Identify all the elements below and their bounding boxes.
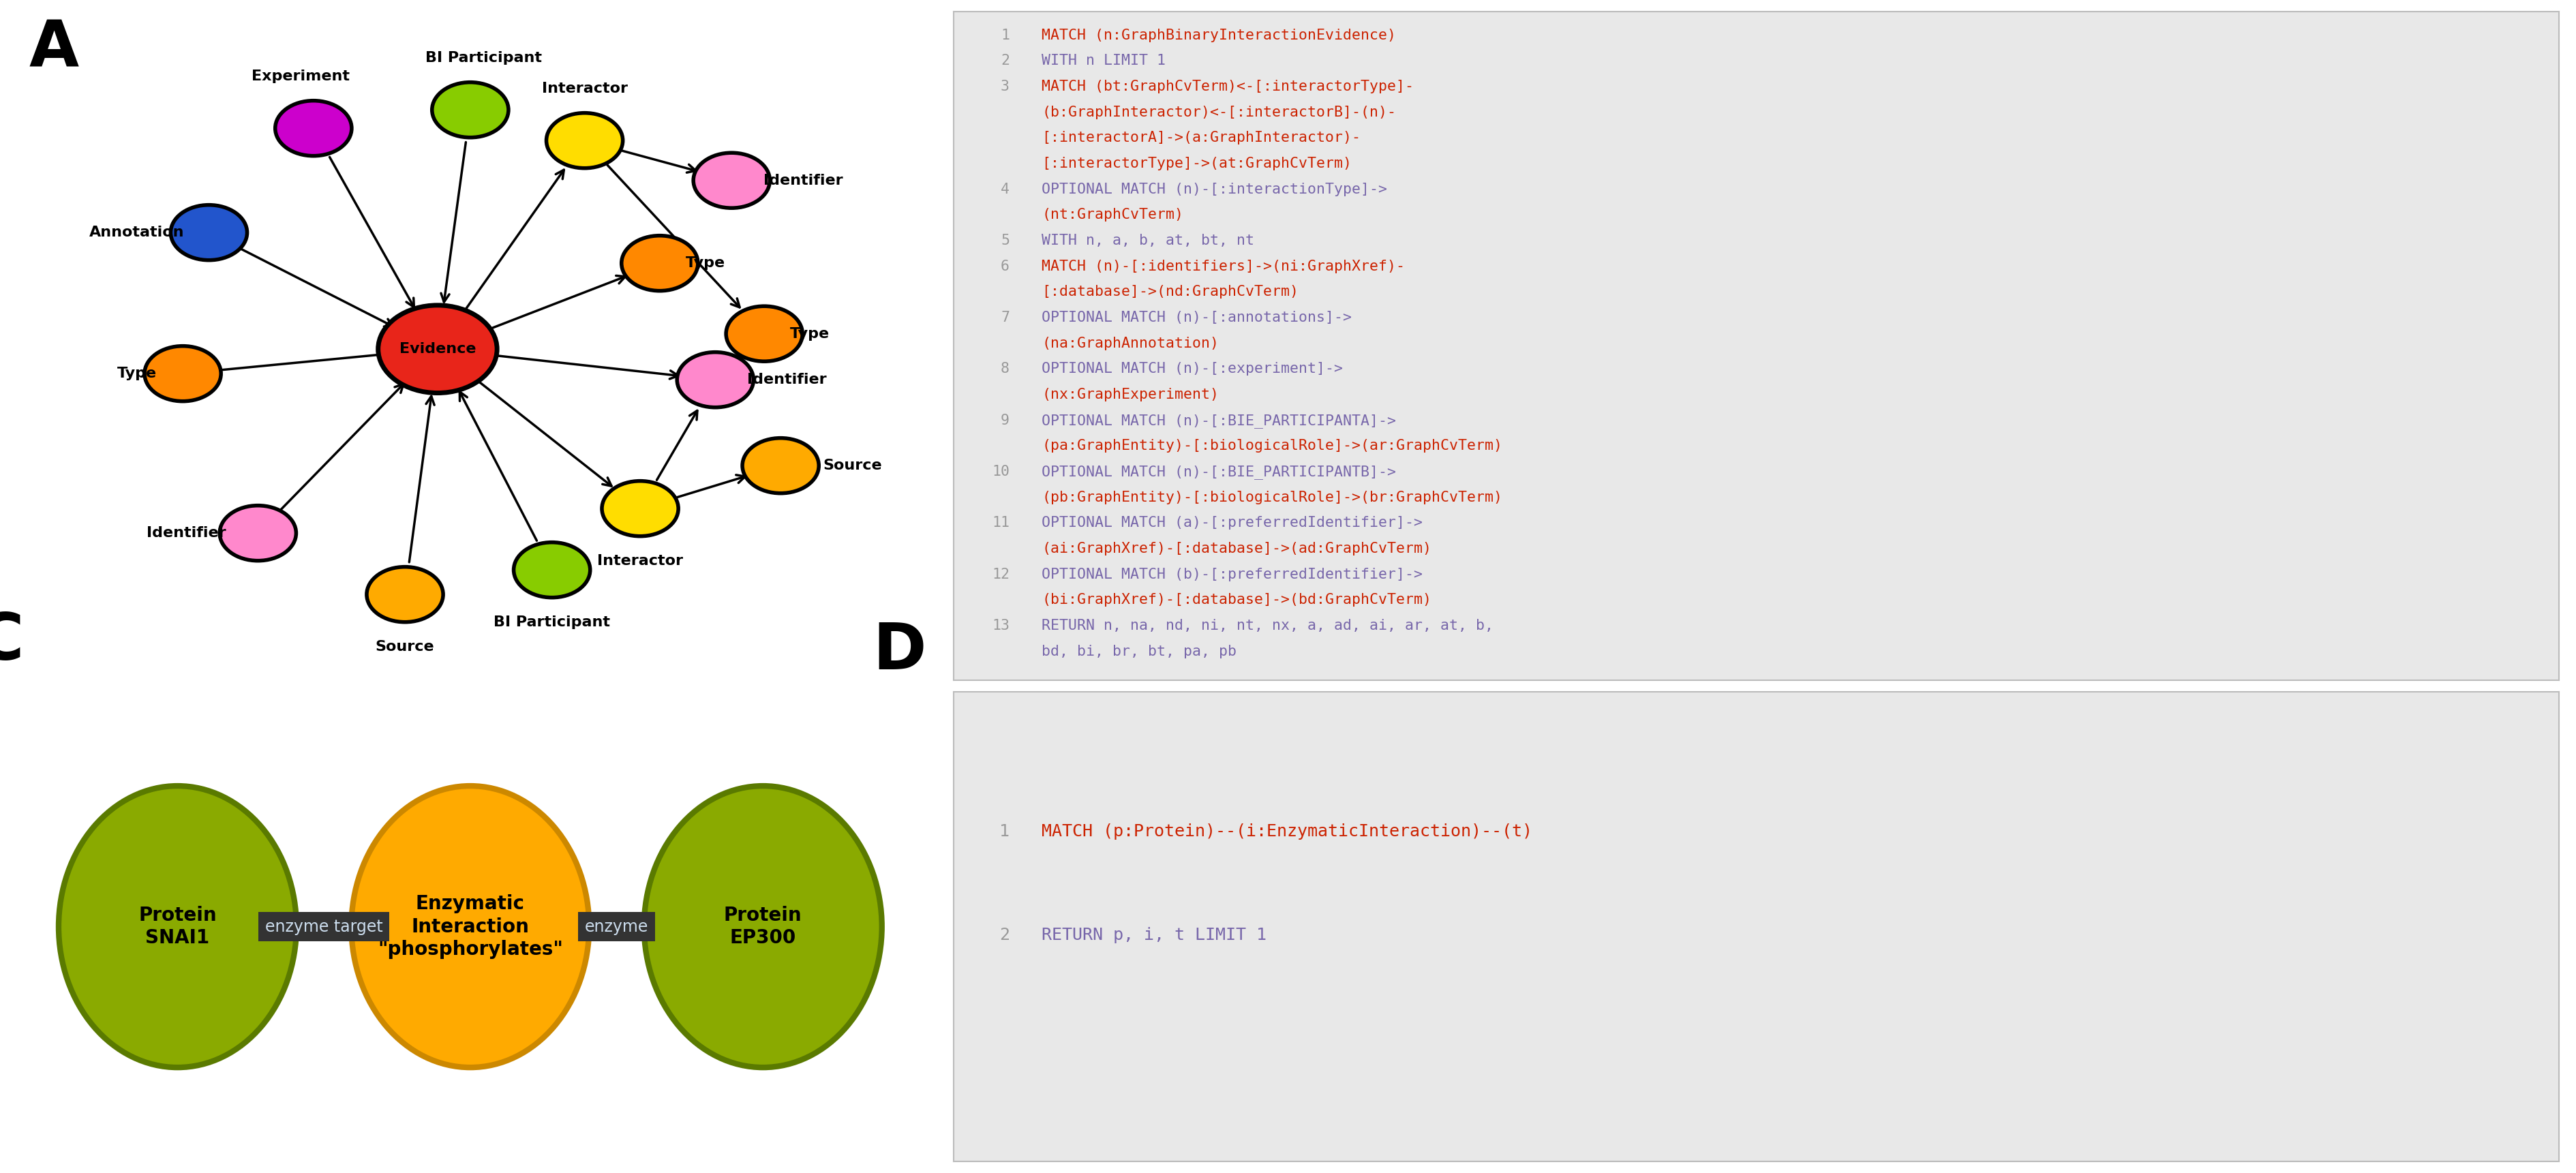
Text: Enzymatic
Interaction
"phosphorylates": Enzymatic Interaction "phosphorylates" (379, 894, 562, 960)
Text: [:interactorA]->(a:GraphInteractor)-: [:interactorA]->(a:GraphInteractor)- (1041, 131, 1360, 144)
Text: WITH n LIMIT 1: WITH n LIMIT 1 (1041, 54, 1164, 68)
Text: OPTIONAL MATCH (a)-[:preferredIdentifier]->: OPTIONAL MATCH (a)-[:preferredIdentifier… (1041, 516, 1422, 530)
Text: (b:GraphInteractor)<-[:interactorB]-(n)-: (b:GraphInteractor)<-[:interactorB]-(n)- (1041, 106, 1396, 120)
Text: (ai:GraphXref)-[:database]->(ad:GraphCvTerm): (ai:GraphXref)-[:database]->(ad:GraphCvT… (1041, 542, 1432, 556)
Text: Type: Type (685, 257, 724, 270)
Text: C: C (0, 611, 23, 673)
Ellipse shape (546, 113, 623, 168)
Text: Identifier: Identifier (147, 527, 227, 540)
Text: OPTIONAL MATCH (n)-[:annotations]->: OPTIONAL MATCH (n)-[:annotations]-> (1041, 311, 1352, 325)
Text: Protein
SNAI1: Protein SNAI1 (139, 906, 216, 948)
Text: Protein
EP300: Protein EP300 (724, 906, 801, 948)
Text: BI Participant: BI Participant (425, 50, 541, 65)
Text: 2: 2 (999, 54, 1010, 68)
Text: WITH n, a, b, at, bt, nt: WITH n, a, b, at, bt, nt (1041, 233, 1255, 248)
Text: Identifier: Identifier (747, 373, 827, 387)
Ellipse shape (350, 786, 590, 1067)
Ellipse shape (433, 82, 507, 137)
Text: MATCH (n:GraphBinaryInteractionEvidence): MATCH (n:GraphBinaryInteractionEvidence) (1041, 28, 1396, 42)
Text: Experiment: Experiment (252, 69, 350, 83)
Text: MATCH (n)-[:identifiers]->(ni:GraphXref)-: MATCH (n)-[:identifiers]->(ni:GraphXref)… (1041, 259, 1404, 273)
Text: RETURN p, i, t LIMIT 1: RETURN p, i, t LIMIT 1 (1041, 927, 1267, 943)
Ellipse shape (677, 352, 752, 407)
Text: 2: 2 (999, 927, 1010, 943)
Ellipse shape (693, 152, 770, 208)
Text: BI Participant: BI Participant (495, 616, 611, 629)
Text: 13: 13 (992, 619, 1010, 632)
Ellipse shape (603, 481, 677, 536)
Text: [:database]->(nd:GraphCvTerm): [:database]->(nd:GraphCvTerm) (1041, 285, 1298, 299)
Text: (pb:GraphEntity)-[:biologicalRole]->(br:GraphCvTerm): (pb:GraphEntity)-[:biologicalRole]->(br:… (1041, 490, 1502, 504)
Text: 1: 1 (999, 823, 1010, 840)
Text: 1: 1 (999, 28, 1010, 42)
Text: Source: Source (376, 639, 435, 653)
Ellipse shape (379, 305, 497, 393)
Text: 3: 3 (999, 80, 1010, 94)
Text: (nt:GraphCvTerm): (nt:GraphCvTerm) (1041, 208, 1182, 222)
Text: OPTIONAL MATCH (n)-[:interactionType]->: OPTIONAL MATCH (n)-[:interactionType]-> (1041, 183, 1386, 196)
Text: (pa:GraphEntity)-[:biologicalRole]->(ar:GraphCvTerm): (pa:GraphEntity)-[:biologicalRole]->(ar:… (1041, 439, 1502, 453)
Text: Interactor: Interactor (541, 82, 629, 95)
Text: Source: Source (822, 459, 881, 473)
Text: 11: 11 (992, 516, 1010, 530)
Text: (na:GraphAnnotation): (na:GraphAnnotation) (1041, 337, 1218, 351)
Text: 9: 9 (999, 414, 1010, 427)
Text: bd, bi, br, bt, pa, pb: bd, bi, br, bt, pa, pb (1041, 645, 1236, 658)
Text: enzyme: enzyme (585, 918, 649, 935)
Text: 7: 7 (999, 311, 1010, 325)
Text: [:interactorType]->(at:GraphCvTerm): [:interactorType]->(at:GraphCvTerm) (1041, 157, 1352, 170)
Text: 10: 10 (992, 465, 1010, 479)
Ellipse shape (59, 786, 296, 1067)
Text: 6: 6 (999, 259, 1010, 273)
Text: enzyme target: enzyme target (265, 918, 384, 935)
Ellipse shape (276, 101, 350, 156)
Text: 4: 4 (999, 183, 1010, 196)
Text: 5: 5 (999, 233, 1010, 248)
Text: Evidence: Evidence (399, 343, 477, 355)
Text: OPTIONAL MATCH (b)-[:preferredIdentifier]->: OPTIONAL MATCH (b)-[:preferredIdentifier… (1041, 568, 1422, 582)
Text: OPTIONAL MATCH (n)-[:BIE_PARTICIPANTB]->: OPTIONAL MATCH (n)-[:BIE_PARTICIPANTB]-> (1041, 465, 1396, 480)
Text: Type: Type (791, 327, 829, 340)
Text: 8: 8 (999, 362, 1010, 375)
Text: MATCH (p:Protein)--(i:EnzymaticInteraction)--(t): MATCH (p:Protein)--(i:EnzymaticInteracti… (1041, 823, 1533, 840)
Text: MATCH (bt:GraphCvTerm)<-[:interactorType]-: MATCH (bt:GraphCvTerm)<-[:interactorType… (1041, 80, 1414, 94)
Text: OPTIONAL MATCH (n)-[:experiment]->: OPTIONAL MATCH (n)-[:experiment]-> (1041, 362, 1342, 375)
Ellipse shape (726, 306, 801, 361)
Ellipse shape (621, 236, 698, 291)
Text: Annotation: Annotation (90, 225, 185, 239)
Ellipse shape (366, 567, 443, 622)
Text: D: D (873, 621, 927, 683)
Text: A: A (28, 18, 80, 81)
Text: Interactor: Interactor (598, 554, 683, 568)
Ellipse shape (219, 506, 296, 561)
Text: RETURN n, na, nd, ni, nt, nx, a, ad, ai, ar, at, b,: RETURN n, na, nd, ni, nt, nx, a, ad, ai,… (1041, 619, 1494, 632)
Text: OPTIONAL MATCH (n)-[:BIE_PARTICIPANTA]->: OPTIONAL MATCH (n)-[:BIE_PARTICIPANTA]-> (1041, 414, 1396, 428)
Text: Type: Type (116, 367, 157, 380)
Ellipse shape (742, 438, 819, 494)
Ellipse shape (170, 205, 247, 260)
Text: (bi:GraphXref)-[:database]->(bd:GraphCvTerm): (bi:GraphXref)-[:database]->(bd:GraphCvT… (1041, 594, 1432, 606)
Ellipse shape (513, 542, 590, 597)
Text: Identifier: Identifier (762, 174, 842, 188)
Ellipse shape (144, 346, 222, 401)
Text: 12: 12 (992, 568, 1010, 582)
Ellipse shape (644, 786, 881, 1067)
Text: (nx:GraphExperiment): (nx:GraphExperiment) (1041, 388, 1218, 401)
